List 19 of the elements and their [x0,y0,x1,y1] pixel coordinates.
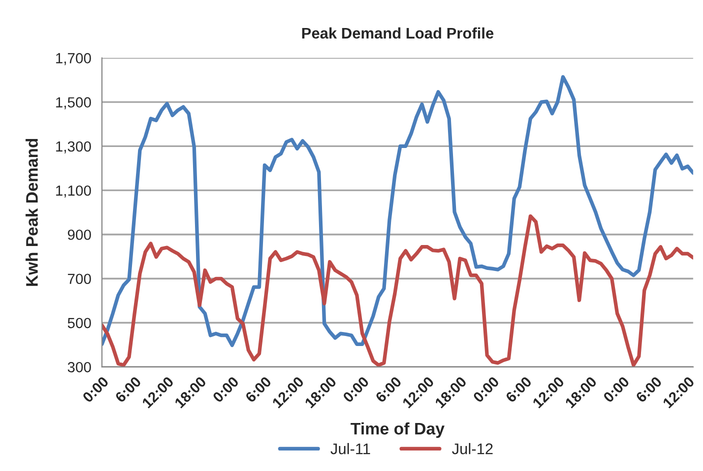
x-tick-label: 6:00 [374,376,402,404]
legend-label: Jul-12 [452,443,493,454]
x-tick-label: 6:00 [505,376,532,404]
legend-label: Jul-11 [330,443,370,454]
x-tick-label: 6:00 [244,376,272,404]
y-tick-label: 500 [68,318,91,328]
chart-title: Peak Demand Load Profile [302,27,494,39]
x-tick-label: 6:00 [635,376,662,404]
y-tick-label: 700 [68,274,91,284]
y-axis-title: Kwh Peak Demand [26,138,38,286]
y-tick-label: 1,300 [56,141,91,154]
y-tick-label: 1,100 [56,185,91,198]
y-tick-label: 300 [68,362,91,372]
y-tick-label: 900 [68,230,91,240]
x-axis-title: Time of Day [350,422,445,438]
x-tick-label: 6:00 [114,376,142,404]
line-series [102,75,694,348]
y-tick-label: 1,500 [56,97,91,110]
y-tick-label: 1,700 [56,53,91,66]
